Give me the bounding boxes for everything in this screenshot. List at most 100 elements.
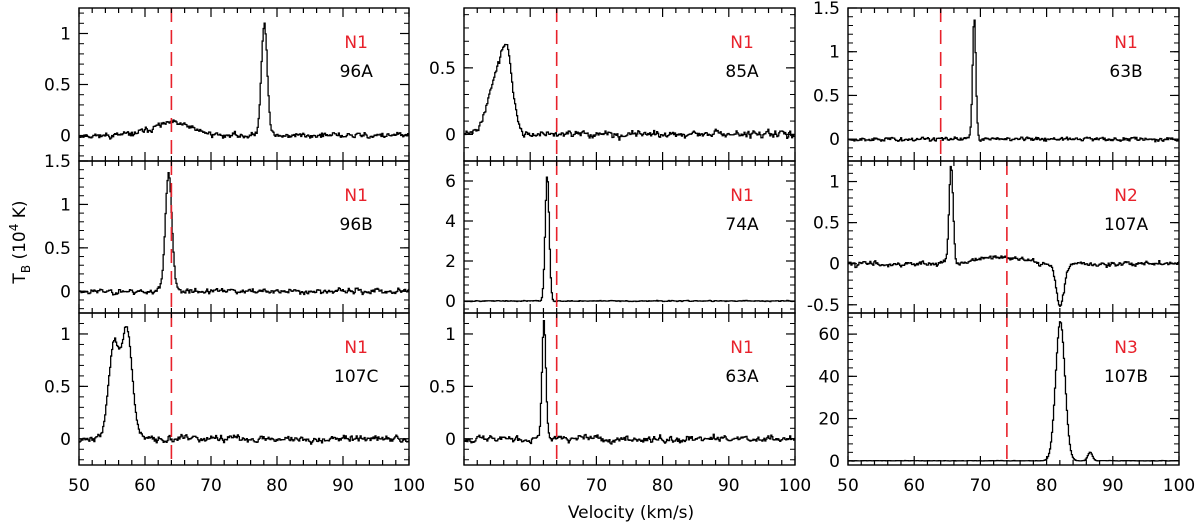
spectrum-line-107A [848,165,1179,307]
panel-label-top: N1 [730,33,754,53]
y-axis-title-unit-pre: (10 [10,231,30,265]
y-tick-label: 1 [60,25,71,45]
y-tick-label: 40 [818,367,840,387]
x-tick-label: 90 [718,476,740,496]
panel-label-bottom: 96A [340,62,374,82]
y-tick-label: 0.5 [44,239,71,259]
panel-frame-63B [847,7,1180,162]
spectrum-line-107C [79,326,409,445]
y-tick-label: 1.5 [44,152,71,172]
spectrum-line-96B [79,172,409,296]
panel-96A: 0 0.5 1 N1 96A [44,7,410,162]
x-tick-label: 70 [586,476,608,496]
y-tick-label: 1 [829,43,840,63]
y-axis-title-exponent: 4 [7,224,21,232]
x-tick-label: 100 [779,476,811,496]
panel-frame-107A [847,160,1180,314]
x-tick-label: 70 [200,476,222,496]
y-tick-label: 20 [818,410,840,430]
panel-107B: 0 20 40 60 N3 107B 50 60 70 80 90 100 [818,312,1195,496]
panel-label-top: N1 [1114,33,1138,53]
x-tick-label: 60 [519,476,541,496]
y-tick-label: 1 [60,325,71,345]
x-tick-label: 50 [453,476,475,496]
y-tick-label: 1.5 [813,0,840,19]
y-tick-label: 1 [445,325,456,345]
y-tick-label: 0.5 [429,59,456,79]
x-tick-label: 80 [1036,476,1058,496]
y-tick-label: 0.5 [813,214,840,234]
panel-label-top: N1 [344,338,368,358]
panel-label-top: N3 [1114,338,1138,358]
y-tick-label: 0.5 [44,377,71,397]
y-tick-label: 0.5 [429,377,456,397]
y-tick-label: 6 [445,172,456,192]
panel-label-top: N1 [730,338,754,358]
spectrum-line-96A [79,22,409,140]
x-tick-label: 70 [970,476,992,496]
panel-frame-85A [463,7,796,162]
y-tick-label: 2 [445,252,456,272]
panel-label-top: N1 [344,186,368,206]
y-tick-label: -0.5 [807,296,840,316]
y-axis-title-main: T [10,273,30,285]
panel-label-bottom: 63A [725,367,759,387]
spectrum-line-63B [848,19,1179,143]
panel-label-bottom: 74A [725,215,759,235]
panel-label-bottom: 96B [340,215,373,235]
spectrum-line-107B [848,321,1179,462]
panel-label-bottom: 107C [334,367,378,387]
panel-label-bottom: 107B [1104,367,1148,387]
y-tick-label: 4 [445,212,456,232]
panel-label-top: N1 [344,33,368,53]
x-tick-label: 80 [652,476,674,496]
y-tick-label: 0 [60,282,71,302]
y-tick-label: 1 [829,173,840,193]
panel-63A: 0 0.5 1 N1 63A 50 60 70 80 90 100 [429,312,811,496]
panel-frame-63A [463,312,796,466]
panel-label-bottom: 63B [1109,62,1142,82]
y-axis-title-unit-post: K) [10,200,30,223]
spectrum-line-74A [464,176,795,303]
y-tick-label: 0 [829,452,840,472]
panel-63B: 0 0.5 1 1.5 N1 63B [813,0,1180,162]
y-axis-title: TB (104 K) [7,200,33,284]
x-axis-title: Velocity (km/s) [568,503,694,523]
y-tick-label: 0 [829,130,840,150]
y-tick-label: 0 [60,430,71,450]
y-tick-label: 0.5 [813,86,840,106]
y-tick-label: 60 [818,325,840,345]
panel-107C: 0 0.5 1 N1 107C 50 60 70 80 90 100 [44,312,425,496]
panel-label-top: N2 [1114,186,1138,206]
panel-label-top: N1 [730,186,754,206]
panel-74A: 0 2 4 6 N1 74A [445,160,796,314]
panel-107A: -0.5 0 0.5 1 N2 107A [807,160,1180,316]
panel-frame-107B [847,312,1180,466]
x-tick-label: 60 [134,476,156,496]
y-tick-label: 1 [60,195,71,215]
panel-frame-74A [463,160,796,314]
x-tick-label: 90 [1102,476,1124,496]
x-tick-label: 50 [837,476,859,496]
spectrum-line-85A [464,43,795,141]
panel-96B: 0 0.5 1 1.5 N1 96B [44,152,410,314]
x-tick-label: 50 [68,476,90,496]
x-tick-label: 100 [1163,476,1195,496]
panel-label-bottom: 107A [1104,215,1148,235]
y-tick-label: 0 [445,430,456,450]
spectrum-line-63A [464,320,795,445]
x-tick-label: 90 [332,476,354,496]
y-tick-label: 0 [445,292,456,312]
panel-label-bottom: 85A [725,62,759,82]
panel-frame-107C [78,312,410,466]
y-axis-title-subscript: B [19,265,33,273]
panel-85A: 0 0.5 N1 85A [429,7,796,162]
x-tick-label: 100 [393,476,425,496]
x-tick-label: 80 [266,476,288,496]
y-tick-label: 0.5 [44,76,71,96]
y-tick-label: 0 [829,255,840,275]
x-tick-label: 60 [903,476,925,496]
y-tick-label: 0 [60,127,71,147]
